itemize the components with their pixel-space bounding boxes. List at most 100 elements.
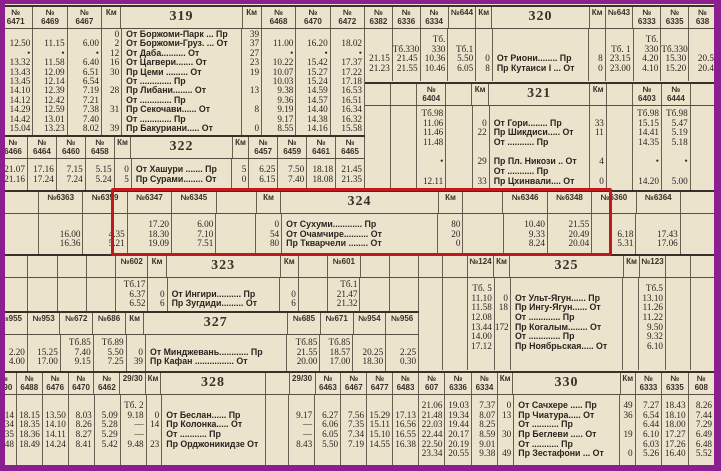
time-value: 14.55 xyxy=(369,438,391,449)
train-column-header: №6345 xyxy=(172,192,217,213)
time-value: 7.19 xyxy=(348,438,365,449)
train-column-header: №123 xyxy=(640,256,667,277)
station-row: Пр Кафан ................ От xyxy=(150,356,248,367)
time-value: 8.59 xyxy=(479,429,496,440)
time-value: 20.00 xyxy=(296,356,318,367)
km-column-header: Км xyxy=(126,313,145,334)
time-value: 8.43 xyxy=(296,438,313,449)
time-value: 14.11 xyxy=(45,429,66,440)
time-value: 6.06 xyxy=(322,419,339,430)
time-value: 5.00 xyxy=(671,175,688,186)
timetable-319: № 6471 № 6469 № 6467 Км 319 Км № 6468 № 6470 № 6… xyxy=(5,5,366,135)
time-value: 6.15 xyxy=(259,173,276,184)
time-value: Тб.85 xyxy=(68,337,91,347)
time-value: 7.27 xyxy=(643,400,660,410)
blank-column-header xyxy=(681,192,714,213)
station-row: От Сачхере ..... Пр xyxy=(518,400,597,410)
table-number: 328 xyxy=(161,373,267,394)
time-value: Тб.85 xyxy=(295,337,318,347)
time-value: 13.50 xyxy=(45,409,66,420)
time-value: 14.40 xyxy=(307,104,328,115)
station-row: От Цагвери....... От xyxy=(126,57,207,68)
time-value: 6.48 xyxy=(695,438,712,449)
train-column-header: 29/30 xyxy=(120,373,147,394)
train-column-header: № 6470 xyxy=(296,7,331,28)
station-row: От ........... Пр xyxy=(518,438,573,449)
train-column-header: №672 xyxy=(60,313,94,334)
time-value: Тб. 2 xyxy=(124,400,144,410)
blank-column xyxy=(216,214,257,254)
time-value: 0 xyxy=(154,409,160,420)
train-column-header: № 608 xyxy=(689,373,714,394)
time-value: 17.00 xyxy=(37,356,58,367)
time-value: 17.20 xyxy=(148,219,169,229)
blank-column-header xyxy=(691,256,714,277)
blank-column-header xyxy=(443,256,468,277)
time-value: 5.29 xyxy=(101,429,118,440)
table-number: 319 xyxy=(121,7,243,28)
time-value: 39 xyxy=(249,29,260,39)
time-value xyxy=(689,35,714,45)
time-value: 6.51 xyxy=(82,66,99,77)
blank-column xyxy=(691,278,714,370)
km-column-header: Км xyxy=(472,84,489,105)
train-column: 21.07 21.16 xyxy=(5,159,28,190)
time-value: 14.00 xyxy=(471,331,492,342)
time-value: 4.20 xyxy=(642,53,659,64)
train-column-header: 29/30 xyxy=(290,373,316,394)
station-row: Пр Беглеви ..... От xyxy=(518,429,597,440)
time-value: • xyxy=(684,156,688,167)
time-value: 5.50 xyxy=(322,438,339,449)
train-column-header: №6348 xyxy=(548,192,593,213)
train-column: Тб.89 5.50 7.25 xyxy=(94,335,127,371)
time-value: 7.38 xyxy=(82,104,99,115)
time-value xyxy=(495,332,508,342)
table-number: 320 xyxy=(492,7,590,28)
time-value: 12.39 xyxy=(43,85,65,96)
blank-column xyxy=(463,214,504,254)
timetable-header: №602 Км 323 Км №601 xyxy=(5,256,420,278)
time-value: 8.26 xyxy=(695,400,712,410)
time-value: 18.15 xyxy=(19,409,40,420)
station-row: Пр Бакуриани..... От xyxy=(126,122,213,133)
time-value: 0.48 xyxy=(5,438,14,449)
time-value: 0.14 xyxy=(5,409,14,420)
time-value: 17.26 xyxy=(664,438,686,449)
time-value: 8.07 xyxy=(479,409,496,420)
time-value: 19 xyxy=(249,66,260,77)
km-column: 0 22 29 33 xyxy=(473,106,490,190)
station-row xyxy=(497,35,586,45)
time-value: 19 xyxy=(623,429,633,440)
time-value: 7.10 xyxy=(197,228,214,239)
time-value: 8.02 xyxy=(82,122,99,133)
time-value: 6.00 xyxy=(197,219,214,229)
time-value: 18.30 xyxy=(148,228,169,239)
train-column: 12.50 • 13.32 13.43 13.45 14.10 14.12 14.29 14.4… xyxy=(5,29,34,135)
time-value: 20 xyxy=(451,228,461,239)
train-column: 8.26 7.44 7.29 6.49 6.48 5.52 xyxy=(689,395,714,465)
time-value: 20.49 xyxy=(568,228,590,239)
blank-column xyxy=(419,278,444,370)
timetable-body: 21.15 21.23 Тб.330 21.45 21.55 Тб. 330 10.36 10.… xyxy=(365,29,714,81)
time-value: 20.25 xyxy=(362,346,384,357)
time-value: 21.55 xyxy=(568,219,590,229)
time-value: 6 xyxy=(159,298,165,309)
timetable-321: № 6404 Км 321 Км № 6403 № 6444 Тб.98 11.06 11.46… xyxy=(365,82,714,190)
time-value: 20.5 xyxy=(697,53,714,64)
timetable-323: №602 Км 323 Км №601 Тб.17 6.37 6.52 0 6 От Ингири.… xyxy=(5,254,420,311)
blank-column xyxy=(5,278,29,311)
time-value: 15.25 xyxy=(37,346,58,357)
time-value: 5.15 xyxy=(95,164,112,174)
time-value: 21.07 xyxy=(5,164,25,174)
time-value: 18.00 xyxy=(664,419,686,430)
timetable-body: 0.140.340.350.4818.1518.3518.3618.4913.5… xyxy=(5,395,419,465)
time-value: 7.15 xyxy=(66,164,83,174)
station-row: От Сухуми............ Пр xyxy=(286,219,377,229)
km-column-header: Км xyxy=(590,84,607,105)
time-value: 12.42 xyxy=(43,94,65,105)
time-value: 14.29 xyxy=(9,104,31,115)
time-value: 21.32 xyxy=(336,298,358,309)
time-value: 6.18 xyxy=(617,228,634,239)
blank-column-header xyxy=(87,256,116,277)
